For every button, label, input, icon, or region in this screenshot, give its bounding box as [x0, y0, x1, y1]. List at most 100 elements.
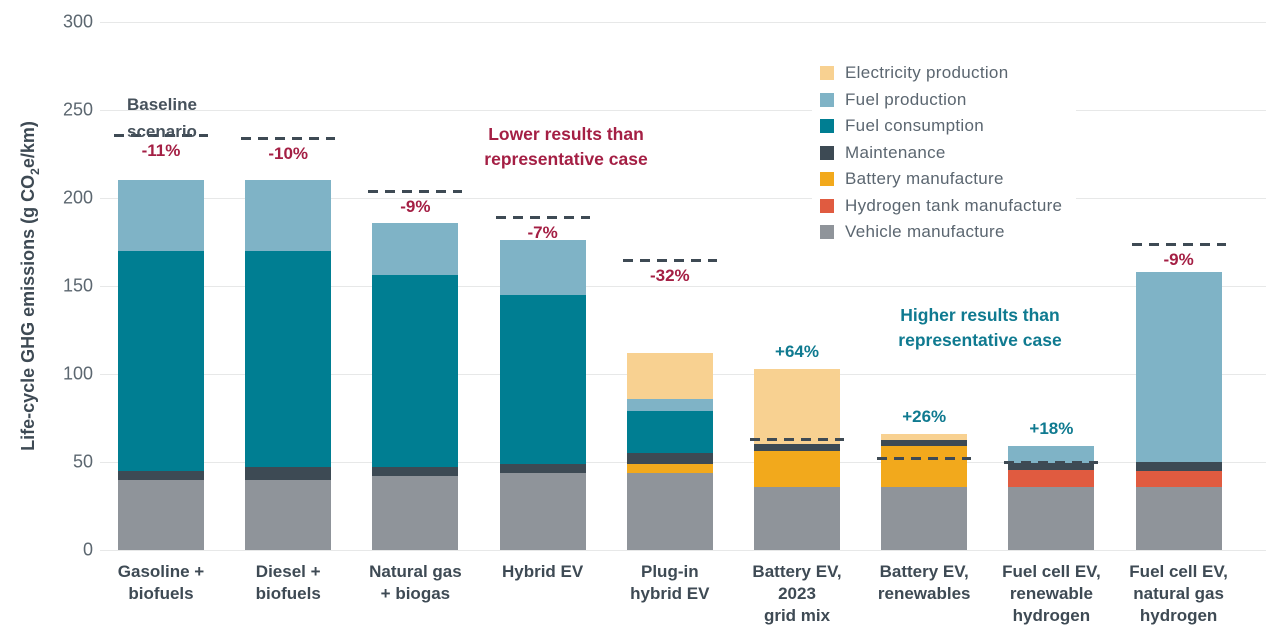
bar-segment-vehicle_manufacture	[245, 479, 332, 550]
higher-results-line2: representative case	[898, 330, 1062, 350]
baseline-scenario-line1: Baseline	[127, 95, 197, 114]
bar-segment-electricity_production	[754, 368, 840, 445]
legend-label-battery_manufacture: Battery manufacture	[845, 169, 1004, 189]
bar-segment-vehicle_manufacture	[1008, 486, 1095, 550]
higher-results-line1: Higher results than	[900, 305, 1060, 325]
higher-results-note: Higher results than representative case	[898, 303, 1061, 353]
baseline-dash	[241, 137, 336, 141]
y-tick-label-300: 300	[62, 11, 93, 32]
x-axis-label-line: hydrogen	[1012, 606, 1091, 625]
legend-label-fuel_consumption: Fuel consumption	[845, 116, 984, 136]
gridline-300	[100, 22, 1266, 23]
bar-segment-fuel_consumption	[118, 250, 204, 471]
baseline-scenario-line2: scenario	[127, 122, 197, 141]
bar-segment-maintenance	[1008, 462, 1095, 470]
baseline-dash	[114, 133, 208, 137]
bar-segment-vehicle_manufacture	[754, 486, 840, 550]
legend-label-hydrogen_tank_manufacture: Hydrogen tank manufacture	[845, 195, 1063, 215]
delta-label: -9%	[1163, 249, 1194, 269]
legend-swatch-vehicle_manufacture	[820, 225, 834, 240]
x-axis-label: Diesel + biofuels	[256, 561, 321, 605]
x-axis-label: Battery EV, 2023 grid mix	[752, 561, 841, 627]
bar-segment-electricity_production	[881, 433, 968, 440]
legend-label-electricity_production: Electricity production	[845, 63, 1009, 83]
x-axis-label: Natural gas + biogas	[369, 561, 462, 605]
bar-segment-vehicle_manufacture	[118, 479, 204, 550]
legend-item-fuel_consumption: Fuel consumption	[820, 113, 1062, 140]
bar-segment-maintenance	[499, 463, 586, 473]
y-axis-title-text-end: e/km)	[18, 121, 39, 169]
bar-segment-vehicle_manufacture	[372, 476, 459, 550]
x-axis-label-line: Fuel cell EV,	[1002, 562, 1101, 581]
bar-segment-battery_manufacture	[881, 446, 968, 487]
y-tick-label-250: 250	[62, 99, 93, 120]
x-axis-label-line: hydrogen	[1139, 606, 1218, 625]
legend-item-electricity_production: Electricity production	[820, 60, 1062, 87]
legend-item-fuel_production: Fuel production	[820, 87, 1062, 114]
x-axis-label-line: hybrid EV	[630, 584, 710, 603]
y-axis-title-subscript: 2	[27, 168, 42, 175]
legend-label-fuel_production: Fuel production	[845, 89, 967, 109]
x-axis-label-line: natural gas	[1133, 584, 1224, 603]
legend-swatch-fuel_consumption	[820, 119, 834, 134]
baseline-dash	[495, 216, 590, 220]
bar-segment-fuel_production	[372, 222, 459, 276]
bar-segment-fuel_production	[1135, 271, 1222, 462]
delta-label: -10%	[268, 144, 309, 164]
bar-segment-vehicle_manufacture	[499, 472, 586, 550]
baseline-dash	[1004, 461, 1099, 464]
x-axis-label-line: Battery EV,	[879, 562, 969, 581]
bar-segment-maintenance	[626, 453, 713, 464]
lower-results-note: Lower results than representative case	[484, 122, 647, 172]
gridline-200	[100, 198, 1266, 199]
x-axis-label-line: biofuels	[255, 584, 321, 603]
y-tick-label-150: 150	[62, 275, 93, 296]
y-tick-label-50: 50	[72, 451, 93, 472]
legend-item-vehicle_manufacture: Vehicle manufacture	[820, 219, 1062, 246]
legend-label-maintenance: Maintenance	[845, 142, 946, 162]
baseline-dash	[622, 258, 717, 262]
legend-swatch-electricity_production	[820, 66, 834, 81]
legend-label-vehicle_manufacture: Vehicle manufacture	[845, 222, 1005, 242]
baseline-dash	[1131, 242, 1226, 246]
y-axis-title-text: Life-cycle GHG emissions (g CO	[18, 174, 39, 451]
legend-swatch-battery_manufacture	[820, 172, 834, 187]
y-tick-label-100: 100	[62, 363, 93, 384]
delta-label: -9%	[400, 196, 431, 216]
legend-item-maintenance: Maintenance	[820, 140, 1062, 167]
bar-segment-maintenance	[1135, 462, 1222, 471]
bar-segment-fuel_production	[499, 240, 586, 295]
bar-segment-fuel_production	[1008, 446, 1095, 463]
y-tick-label-0: 0	[82, 539, 93, 560]
x-axis-label-line: biofuels	[128, 584, 194, 603]
bar-segment-maintenance	[881, 440, 968, 447]
y-tick-label-200: 200	[62, 187, 93, 208]
x-axis-label-line: + biogas	[380, 584, 451, 603]
x-axis-label: Fuel cell EV, natural gas hydrogen	[1129, 561, 1228, 627]
legend-item-battery_manufacture: Battery manufacture	[820, 166, 1062, 193]
bar-segment-maintenance	[245, 467, 332, 480]
delta-label: +64%	[775, 341, 819, 361]
delta-label: -32%	[649, 265, 690, 285]
baseline-dash	[368, 189, 463, 193]
bar-segment-battery_manufacture	[754, 451, 840, 487]
bar-segment-fuel_consumption	[499, 294, 586, 464]
x-axis-label-line: 2023	[778, 584, 816, 603]
delta-label: -7%	[527, 223, 558, 243]
bar-segment-fuel_production	[245, 180, 332, 251]
baseline-scenario-label: Baseline scenario	[127, 91, 197, 145]
bar-segment-battery_manufacture	[626, 463, 713, 473]
x-axis-label-line: Fuel cell EV,	[1129, 562, 1228, 581]
bar-segment-vehicle_manufacture	[881, 486, 968, 550]
delta-label: +26%	[902, 406, 947, 426]
baseline-dash	[877, 457, 972, 461]
baseline-dash	[750, 438, 844, 442]
lower-results-line2: representative case	[484, 149, 648, 169]
y-axis-title: Life-cycle GHG emissions (g CO2e/km)	[18, 121, 42, 451]
x-axis-label-line: Hybrid EV	[501, 562, 584, 581]
x-axis-label: Plug-in hybrid EV	[630, 561, 709, 605]
x-axis-label-line: renewable	[1009, 584, 1093, 603]
legend-item-hydrogen_tank_manufacture: Hydrogen tank manufacture	[820, 193, 1062, 220]
legend: Electricity production Fuel production Fue…	[812, 56, 1077, 250]
